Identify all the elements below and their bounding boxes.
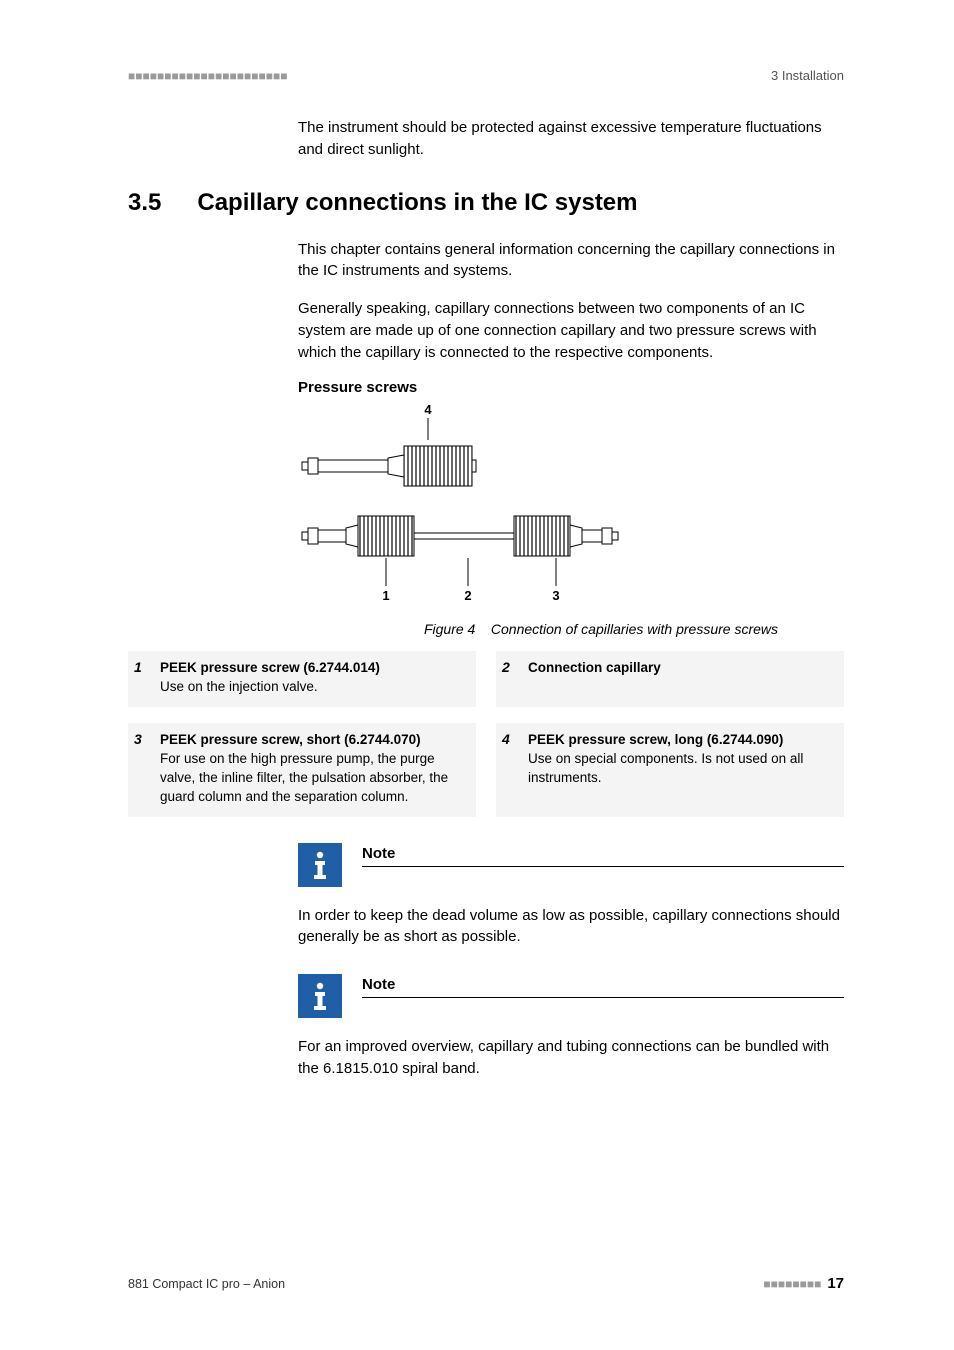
legend-item-1: 1 PEEK pressure screw (6.2744.014) Use o… (128, 651, 476, 707)
legend-number: 1 (134, 659, 160, 697)
body-paragraph-2: Generally speaking, capillary connection… (298, 298, 844, 363)
figure-4: 4 (298, 400, 844, 637)
figure-callout-3: 3 (552, 588, 559, 603)
legend-title: PEEK pressure screw, short (6.2744.070) (160, 732, 421, 747)
info-icon (298, 974, 342, 1018)
section-number: 3.5 (128, 189, 161, 217)
note-body: For an improved overview, capillary and … (298, 1036, 844, 1080)
section-title: Capillary connections in the IC system (197, 189, 637, 217)
header-dashes: ■■■■■■■■■■■■■■■■■■■■■■ (128, 69, 287, 83)
legend-desc: Use on the injection valve. (160, 679, 318, 694)
section-heading: 3.5 Capillary connections in the IC syst… (128, 189, 844, 217)
info-icon (298, 843, 342, 887)
document-page: ■■■■■■■■■■■■■■■■■■■■■■ 3 Installation Th… (0, 0, 954, 1350)
footer-dashes: ■■■■■■■■ (763, 1277, 821, 1291)
footer-page-number: 17 (827, 1275, 844, 1292)
body-paragraph-1: This chapter contains general informatio… (298, 239, 844, 283)
figure-callout-4: 4 (424, 402, 432, 417)
screw-long-top (302, 446, 476, 486)
legend-item-2: 2 Connection capillary (496, 651, 844, 707)
legend-title: PEEK pressure screw, long (6.2744.090) (528, 732, 783, 747)
legend-title: PEEK pressure screw (6.2744.014) (160, 660, 380, 675)
note-block-1: Note In order to keep the dead volume as… (298, 843, 844, 949)
intro-paragraph: The instrument should be protected again… (298, 117, 844, 161)
note-title: Note (362, 845, 844, 867)
figure-svg: 4 (298, 400, 728, 610)
legend-number: 4 (502, 731, 528, 807)
figure-caption: Figure 4 Connection of capillaries with … (358, 621, 844, 637)
note-block-2: Note For an improved overview, capillary… (298, 974, 844, 1080)
legend-title: Connection capillary (528, 660, 661, 675)
page-footer: 881 Compact IC pro – Anion ■■■■■■■■ 17 (128, 1275, 844, 1292)
legend-desc: Use on special components. Is not used o… (528, 751, 803, 785)
footer-doc-title: 881 Compact IC pro – Anion (128, 1277, 285, 1291)
note-body: In order to keep the dead volume as low … (298, 905, 844, 949)
figure-legend: 1 PEEK pressure screw (6.2744.014) Use o… (128, 651, 844, 816)
page-header: ■■■■■■■■■■■■■■■■■■■■■■ 3 Installation (128, 68, 844, 83)
note-title: Note (362, 976, 844, 998)
screw-right-bottom (514, 516, 618, 556)
legend-item-4: 4 PEEK pressure screw, long (6.2744.090)… (496, 723, 844, 817)
header-chapter-label: 3 Installation (771, 68, 844, 83)
legend-number: 3 (134, 731, 160, 807)
sub-heading-pressure-screws: Pressure screws (298, 379, 844, 396)
screw-left-bottom (302, 516, 414, 556)
legend-desc: For use on the high pressure pump, the p… (160, 751, 448, 804)
figure-callout-2: 2 (464, 588, 471, 603)
figure-caption-text: Connection of capillaries with pressure … (491, 621, 778, 637)
legend-number: 2 (502, 659, 528, 697)
figure-callout-1: 1 (382, 588, 389, 603)
legend-item-3: 3 PEEK pressure screw, short (6.2744.070… (128, 723, 476, 817)
figure-caption-label: Figure 4 (424, 621, 475, 637)
